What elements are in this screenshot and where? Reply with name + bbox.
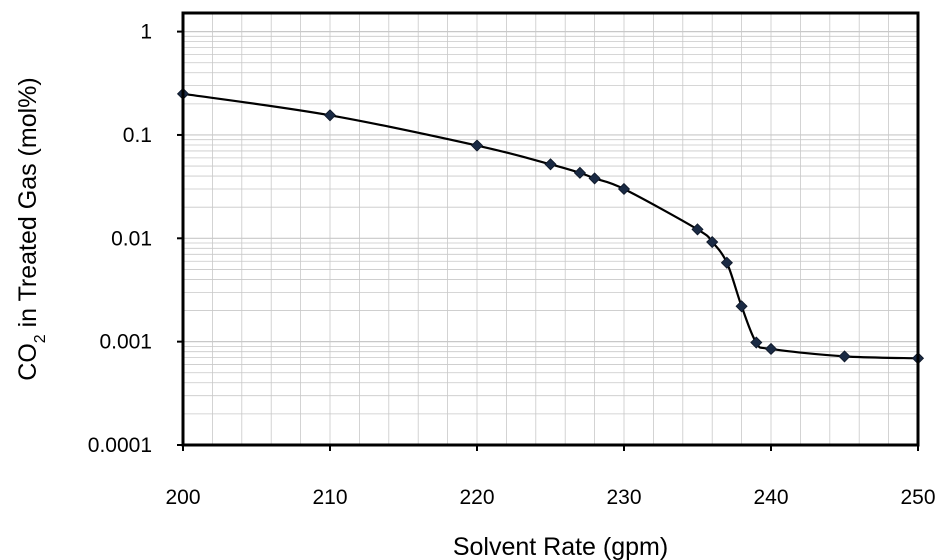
x-tick-label: 220 (459, 486, 494, 509)
data-point-marker (323, 109, 337, 122)
marker-layer (176, 87, 925, 365)
data-point-marker (691, 223, 704, 236)
y-tick-label: 0.001 (99, 331, 152, 354)
data-point-marker (838, 350, 851, 363)
data-point-marker (470, 139, 484, 152)
y-axis-title-prefix: CO (14, 343, 42, 381)
x-axis-ticks: 200 210 220 230 240 250 (165, 445, 936, 509)
data-point-marker (720, 256, 733, 269)
x-tick-label: 200 (165, 486, 200, 509)
plot-area-frame (181, 11, 920, 447)
data-point-marker (573, 166, 586, 179)
data-point-marker (735, 300, 748, 313)
y-tick-label: 1 (140, 21, 152, 44)
x-tick-label: 250 (900, 486, 935, 509)
y-axis-ticks: 0.0001 0.001 0.01 0.1 1 (88, 21, 183, 457)
x-tick-label: 210 (312, 486, 347, 509)
data-point-marker (617, 182, 631, 196)
y-tick-label: 0.01 (111, 227, 152, 250)
x-tick-label: 230 (606, 486, 641, 509)
data-point-marker (706, 235, 719, 249)
grid-lines (182, 13, 919, 446)
y-axis-title-subscript: 2 (32, 334, 49, 343)
data-point-marker (588, 172, 601, 185)
data-point-marker (544, 158, 557, 171)
y-axis-title-suffix: in Treated Gas (mol%) (14, 77, 42, 334)
series-line (182, 92, 919, 360)
data-point-marker (750, 336, 763, 349)
x-axis-title: Solvent Rate (gpm) (453, 533, 668, 560)
y-tick-label: 0.0001 (88, 434, 152, 457)
y-axis-title: CO2 in Treated Gas (mol%) (14, 77, 49, 380)
data-point-marker (764, 342, 778, 356)
x-tick-label: 240 (753, 486, 788, 509)
y-tick-label: 0.1 (123, 124, 152, 147)
curve-layer (182, 92, 919, 360)
